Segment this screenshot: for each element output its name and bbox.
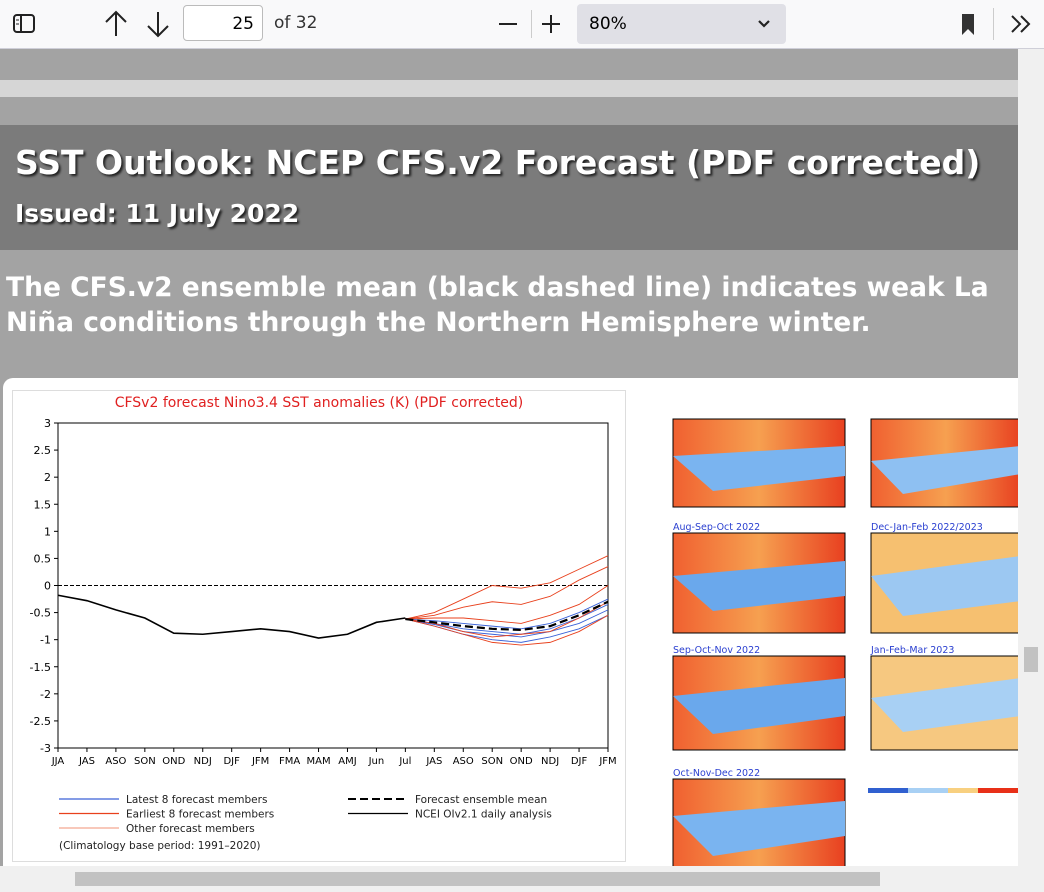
y-tick-label: 1 [44,525,51,538]
chart-footnote: (Climatology base period: 1991–2020) [59,840,261,852]
x-tick-label: Jun [368,756,385,767]
page-number-input[interactable]: 25 [183,5,263,41]
x-tick-label: SON [134,756,156,767]
page-count: of 32 [274,13,318,33]
y-tick-label: -1 [40,634,51,647]
previous-page[interactable] [104,8,128,40]
zoom-in[interactable] [539,8,563,40]
y-tick-label: 1.5 [34,498,52,511]
legend-label: Latest 8 forecast members [126,794,267,806]
map-label: Aug-Sep-Oct 2022 [673,522,760,533]
map [672,532,846,634]
x-tick-label: ASO [105,756,126,767]
next-page[interactable] [146,8,170,40]
slide-title: SST Outlook: NCEP CFS.v2 Forecast (PDF c… [15,143,981,182]
x-tick-label: NDJ [541,756,559,767]
map-label: Sep-Oct-Nov 2022 [673,645,760,656]
series-line [405,614,609,646]
map-label: Jan-Feb-Mar 2023 [870,645,954,656]
toolbar: 25 of 32 80% [0,0,1044,49]
x-tick-label: FMA [279,756,300,767]
slide-band [0,80,1018,97]
y-tick-label: 3 [44,417,51,430]
y-tick-label: -0.5 [30,607,51,620]
legend-label: NCEI OIv2.1 daily analysis [415,809,552,821]
scroll-thumb[interactable] [1024,647,1038,672]
zoom-out[interactable] [496,8,520,40]
x-tick-label: JAS [425,756,442,767]
x-tick-label: OND [162,756,185,767]
x-tick-label: OND [510,756,533,767]
separator [531,10,532,38]
legend-label: Forecast ensemble mean [415,794,547,806]
map [870,655,1018,751]
title-band [0,125,1018,250]
y-tick-label: 2 [44,471,51,484]
x-tick-label: MAM [306,756,330,767]
chart: CFSv2 forecast Nino3.4 SST anomalies (K)… [12,390,626,862]
y-tick-label: 0 [44,580,51,593]
y-tick-label: 2.5 [34,444,52,457]
y-tick-label: -1.5 [30,661,51,674]
color-bar [868,788,1018,793]
slide-issued: Issued: 11 July 2022 [15,199,300,228]
legend-label: Earliest 8 forecast members [126,809,274,821]
series-line [405,566,609,620]
series-line [405,601,609,638]
chart-title: CFSv2 forecast Nino3.4 SST anomalies (K)… [115,395,524,411]
legend-label: Other forecast members [126,823,255,835]
x-tick-label: JJA [51,756,65,767]
x-tick-label: ASO [453,756,474,767]
x-tick-label: SON [481,756,503,767]
map-label: Dec-Jan-Feb 2022/2023 [871,522,983,533]
bookmark[interactable] [958,8,978,40]
y-tick-label: 0.5 [34,552,52,565]
y-tick-label: -3 [40,742,51,755]
zoom-select[interactable]: 80% [577,4,786,44]
separator [993,8,994,40]
x-tick-label: DJF [571,756,588,767]
zoom-value: 80% [589,14,627,34]
forecast-maps: Aug-Sep-Oct 2022 Dec-Jan-Feb 2022/2023 S… [672,418,1018,866]
slide-description: The CFS.v2 ensemble mean (black dashed l… [6,272,989,338]
x-tick-label: Jul [398,756,411,767]
x-tick-label: AMJ [338,756,356,767]
series-line [405,598,609,630]
chevron [758,20,770,28]
map [870,532,1018,634]
map [672,418,846,508]
vertical-scrollbar[interactable] [1018,49,1044,866]
x-tick-label: JFM [598,756,616,767]
y-tick-label: -2 [40,688,51,701]
plot-frame [57,422,609,749]
map [870,418,1018,508]
x-tick-label: NDJ [194,756,212,767]
map [672,655,846,751]
y-tick-label: -2.5 [30,715,51,728]
sidebar-toggle[interactable] [12,8,36,40]
horizontal-scrollbar[interactable] [0,866,1044,892]
tools-menu[interactable] [1008,8,1034,40]
series-line [405,600,609,632]
x-tick-label: JAS [78,756,95,767]
series-line [57,594,406,639]
map-label: Oct-Nov-Dec 2022 [673,768,760,779]
x-tick-label: JFM [251,756,269,767]
series-line [405,585,609,624]
series-line [405,555,609,620]
map [672,778,846,866]
x-tick-label: DJF [223,756,240,767]
scroll-thumb[interactable] [75,872,880,886]
